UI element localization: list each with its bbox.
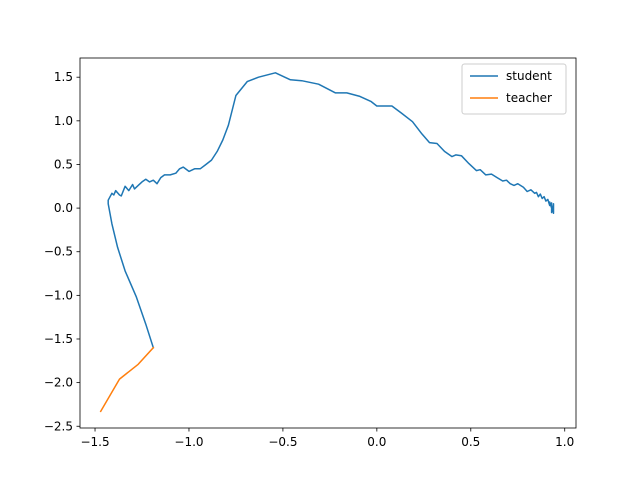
y-tick-label: −2.0 xyxy=(44,376,73,390)
y-axis: 1.5 1.0 0.5 0.0 −0.5 −1.0 −1.5 −2.0 −2.5 xyxy=(44,70,80,433)
y-tick-label: 0.0 xyxy=(54,201,73,215)
y-tick-label: −1.0 xyxy=(44,288,73,302)
legend-label-teacher: teacher xyxy=(506,91,552,105)
x-tick-label: −1.5 xyxy=(80,435,109,449)
plot-area xyxy=(80,58,576,428)
y-tick-label: −2.5 xyxy=(44,419,73,433)
x-tick-label: 0.0 xyxy=(367,435,386,449)
x-tick-label: 0.5 xyxy=(461,435,480,449)
legend: student teacher xyxy=(461,63,567,115)
legend-label-student: student xyxy=(506,69,552,83)
x-tick-label: −0.5 xyxy=(268,435,297,449)
series-line-teacher xyxy=(99,346,155,413)
y-tick-label: −0.5 xyxy=(44,245,73,259)
x-axis: −1.5 −1.0 −0.5 0.0 0.5 1.0 xyxy=(80,428,574,449)
x-tick-label: 1.0 xyxy=(555,435,574,449)
series-line-student xyxy=(107,72,555,349)
y-tick-label: 1.5 xyxy=(54,70,73,84)
y-tick-label: −1.5 xyxy=(44,332,73,346)
x-tick-label: −1.0 xyxy=(174,435,203,449)
y-tick-label: 1.0 xyxy=(54,114,73,128)
series-layer xyxy=(99,72,555,413)
plot-frame xyxy=(79,57,577,429)
y-tick-label: 0.5 xyxy=(54,157,73,171)
